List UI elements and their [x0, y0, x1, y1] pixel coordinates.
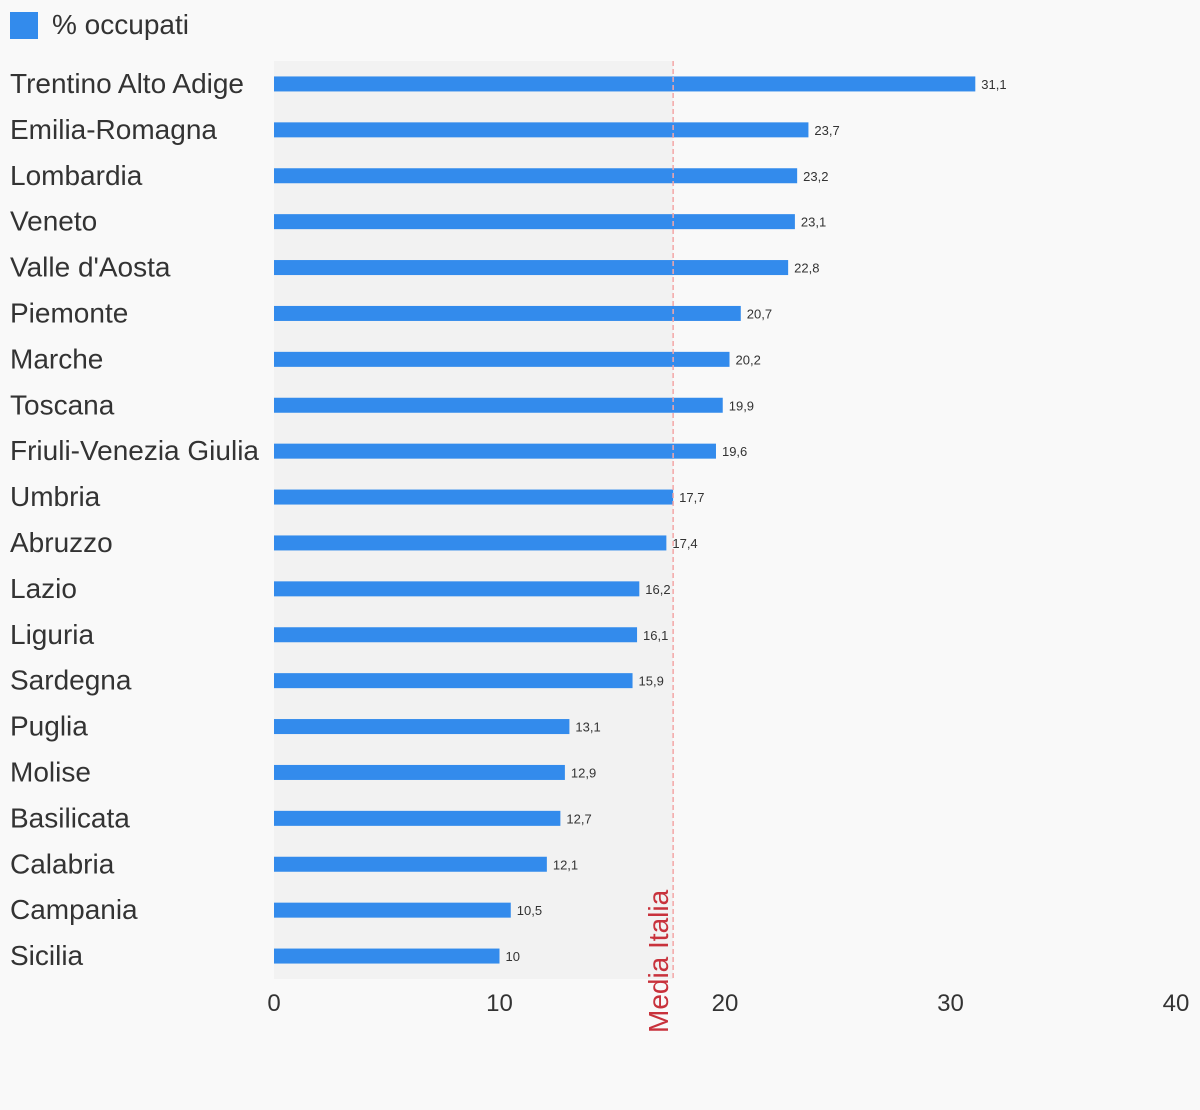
bar — [274, 673, 633, 689]
category-label: Calabria — [10, 848, 115, 879]
bar — [274, 260, 789, 276]
bar — [274, 535, 667, 551]
x-tick-label: 20 — [712, 990, 739, 1017]
reference-band — [274, 61, 674, 979]
value-label: 23,1 — [801, 215, 826, 230]
category-label: Piemonte — [10, 297, 128, 328]
value-label: 16,2 — [645, 582, 670, 597]
bar — [274, 214, 795, 230]
x-tick-label: 30 — [937, 990, 964, 1017]
bar — [274, 122, 809, 138]
x-tick-label: 40 — [1163, 990, 1190, 1017]
value-label: 20,7 — [747, 306, 772, 321]
category-label: Sicilia — [10, 940, 84, 971]
value-label: 31,1 — [981, 77, 1006, 92]
value-label: 15,9 — [639, 674, 664, 689]
bar — [274, 902, 511, 918]
value-label: 10 — [506, 949, 520, 964]
category-label: Veneto — [10, 206, 97, 237]
bar — [274, 76, 976, 92]
value-label: 23,7 — [814, 123, 839, 138]
legend-swatch — [10, 11, 38, 39]
value-label: 17,7 — [679, 490, 704, 505]
category-label: Umbria — [10, 481, 101, 512]
value-label: 16,1 — [643, 628, 668, 643]
x-tick-label: 10 — [486, 990, 513, 1017]
bar — [274, 581, 640, 597]
value-label: 23,2 — [803, 169, 828, 184]
category-label: Basilicata — [10, 802, 130, 833]
bar — [274, 948, 500, 964]
bar — [274, 719, 570, 735]
category-label: Campania — [10, 894, 138, 925]
category-label: Sardegna — [10, 665, 132, 696]
legend: % occupati — [10, 9, 189, 40]
bar — [274, 168, 798, 184]
category-label: Valle d'Aosta — [10, 252, 171, 283]
category-label: Liguria — [10, 619, 94, 650]
value-label: 20,2 — [736, 352, 761, 367]
bar — [274, 764, 565, 780]
bar — [274, 856, 547, 872]
bar — [274, 351, 730, 367]
bar — [274, 443, 716, 459]
category-label: Marche — [10, 343, 103, 374]
category-label: Trentino Alto Adige — [10, 68, 244, 99]
category-label: Toscana — [10, 389, 115, 420]
legend-label: % occupati — [52, 9, 189, 40]
value-label: 10,5 — [517, 903, 542, 918]
reference-label: Media Italia — [643, 889, 674, 1033]
x-tick-label: 0 — [267, 990, 280, 1017]
value-label: 12,1 — [553, 857, 578, 872]
category-label: Puglia — [10, 711, 88, 742]
bar — [274, 397, 723, 413]
value-label: 22,8 — [794, 261, 819, 276]
value-label: 12,7 — [566, 811, 591, 826]
value-label: 19,6 — [722, 444, 747, 459]
category-label: Emilia-Romagna — [10, 114, 217, 145]
value-label: 12,9 — [571, 765, 596, 780]
value-label: 17,4 — [672, 536, 697, 551]
bar — [274, 627, 638, 643]
category-label: Friuli-Venezia Giulia — [10, 435, 259, 466]
bar — [274, 810, 561, 826]
category-label: Lazio — [10, 573, 77, 604]
bar — [274, 305, 741, 321]
value-label: 13,1 — [575, 720, 600, 735]
bar — [274, 489, 674, 505]
category-label: Abruzzo — [10, 527, 113, 558]
value-label: 19,9 — [729, 398, 754, 413]
category-label: Lombardia — [10, 160, 143, 191]
category-label: Molise — [10, 756, 91, 787]
